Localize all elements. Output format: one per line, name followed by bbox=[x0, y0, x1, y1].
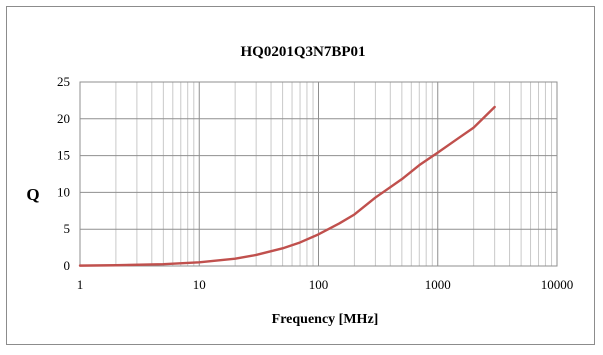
y-tick-label: 10 bbox=[57, 184, 70, 199]
q-series-line bbox=[78, 105, 496, 267]
y-tick-label: 20 bbox=[57, 111, 70, 126]
y-axis-ticks: 0 5 10 15 20 25 bbox=[57, 74, 70, 273]
y-tick-label: 25 bbox=[57, 74, 70, 89]
chart-svg: HQ0201Q3N7BP01 0 5 10 15 20 25 1 10 100 1000 1000… bbox=[26, 44, 574, 327]
series-layer bbox=[78, 105, 496, 267]
chart-title: HQ0201Q3N7BP01 bbox=[240, 44, 365, 60]
x-axis-ticks: 1 10 100 1000 10000 bbox=[77, 277, 574, 292]
x-tick-label: 100 bbox=[309, 277, 329, 292]
grid bbox=[79, 81, 558, 267]
plot-area bbox=[79, 81, 558, 267]
x-tick-label: 1 bbox=[77, 277, 84, 292]
y-tick-label: 5 bbox=[64, 221, 71, 236]
chart-frame: HQ0201Q3N7BP01 0 5 10 15 20 25 1 10 100 1000 1000… bbox=[6, 6, 595, 345]
y-tick-label: 15 bbox=[57, 148, 70, 163]
x-tick-label: 10 bbox=[193, 277, 206, 292]
x-axis-label: Frequency [MHz] bbox=[272, 312, 379, 327]
x-tick-label: 1000 bbox=[425, 277, 451, 292]
y-axis-label: Q bbox=[26, 185, 39, 204]
y-tick-label: 0 bbox=[64, 258, 71, 273]
x-tick-label: 10000 bbox=[541, 277, 574, 292]
